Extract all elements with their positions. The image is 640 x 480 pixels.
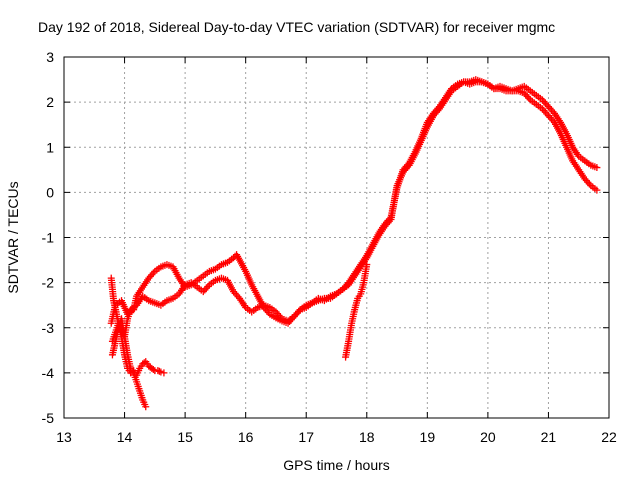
- y-tick-label: 3: [46, 49, 54, 65]
- y-tick-label: 0: [46, 184, 54, 200]
- x-tick-label: 14: [117, 429, 133, 445]
- y-tick-label: -5: [42, 410, 55, 426]
- y-tick-label: -2: [42, 275, 55, 291]
- x-tick-label: 22: [601, 429, 617, 445]
- x-tick-label: 20: [480, 429, 496, 445]
- y-axis-label: SDTVAR / TECUs: [5, 181, 21, 293]
- x-tick-label: 16: [238, 429, 254, 445]
- y-tick-label: -4: [42, 365, 55, 381]
- y-tick-label: -1: [42, 230, 55, 246]
- chart-title: Day 192 of 2018, Sidereal Day-to-day VTE…: [38, 19, 555, 35]
- x-tick-label: 19: [420, 429, 436, 445]
- x-axis-label: GPS time / hours: [283, 457, 390, 473]
- y-tick-label: 1: [46, 139, 54, 155]
- x-tick-label: 21: [541, 429, 557, 445]
- chart-background: [0, 0, 640, 480]
- y-tick-label: 2: [46, 94, 54, 110]
- x-tick-label: 15: [177, 429, 193, 445]
- x-tick-label: 17: [298, 429, 314, 445]
- x-tick-label: 18: [359, 429, 375, 445]
- y-tick-label: -3: [42, 320, 55, 336]
- x-tick-label: 13: [56, 429, 72, 445]
- sdtvar-chart: Day 192 of 2018, Sidereal Day-to-day VTE…: [0, 0, 640, 480]
